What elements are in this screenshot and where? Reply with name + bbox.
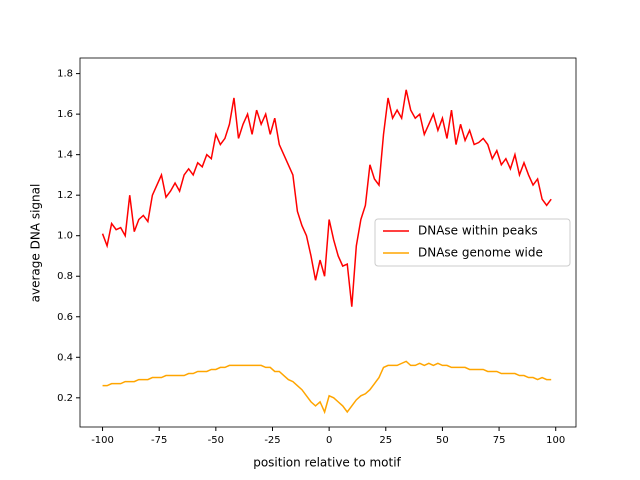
x-tick-label: -50 [208, 435, 224, 446]
x-tick-label: -75 [151, 435, 167, 446]
y-tick-label: 1.2 [57, 190, 73, 201]
x-tick-label: -100 [91, 435, 114, 446]
x-tick-label: 0 [326, 435, 332, 446]
legend-label: DNAse within peaks [418, 224, 538, 238]
y-tick-label: 1.4 [57, 150, 73, 161]
x-tick-label: 75 [493, 435, 506, 446]
y-tick-label: 0.4 [57, 352, 73, 363]
y-axis-label: average DNA signal [29, 184, 43, 303]
y-tick-label: 0.2 [57, 393, 73, 404]
x-tick-label: -25 [264, 435, 280, 446]
y-tick-label: 1.0 [57, 231, 73, 242]
x-tick-label: 100 [546, 435, 565, 446]
x-tick-label: 50 [436, 435, 449, 446]
legend-box [374, 218, 571, 267]
y-tick-label: 0.6 [57, 312, 73, 323]
x-axis-label: position relative to motif [253, 456, 401, 470]
y-tick-label: 0.8 [57, 271, 73, 282]
legend-label: DNAse genome wide [418, 246, 543, 260]
x-tick-label: 25 [379, 435, 392, 446]
plot-frame [79, 57, 577, 428]
data-line [102, 360, 552, 415]
data-line [101, 89, 552, 307]
y-tick-label: 1.8 [57, 69, 73, 80]
y-tick-label: 1.6 [57, 109, 73, 120]
